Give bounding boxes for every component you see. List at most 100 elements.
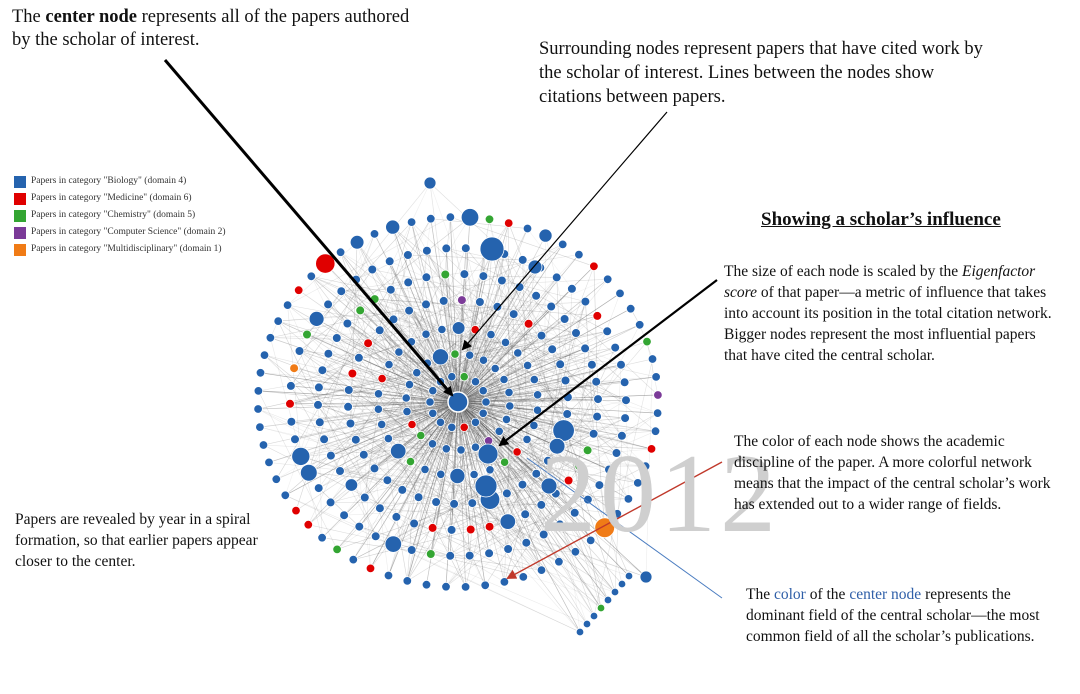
paper-node (383, 433, 393, 444)
paper-node (575, 627, 585, 637)
paper-node (306, 271, 317, 282)
citation-edge (306, 334, 505, 380)
citation-edge (488, 440, 652, 450)
paper-node (536, 500, 547, 510)
paper-node (574, 461, 584, 471)
citation-edge (445, 460, 549, 587)
paper-node (416, 430, 426, 441)
paper-node (271, 474, 282, 484)
paper-node (355, 305, 366, 316)
citation-edge (359, 379, 505, 527)
swatch-biology (14, 175, 26, 188)
citation-edge (355, 439, 602, 609)
citation-edge (483, 275, 557, 278)
citation-edge (340, 251, 588, 451)
citation-edge (372, 269, 552, 307)
surrounding-nodes-annotation: Surrounding nodes represent papers that … (539, 39, 983, 107)
paper-node (402, 576, 413, 586)
paper-node (555, 519, 565, 530)
citation-edge (322, 233, 375, 371)
paper-node (421, 580, 432, 590)
citation-edge (352, 401, 459, 560)
paper-node (421, 299, 431, 310)
citation-edge (339, 470, 491, 500)
paper-node (303, 520, 314, 530)
citation-edge (406, 401, 487, 582)
paper-node (536, 330, 547, 341)
citation-edge (379, 473, 537, 509)
paper-node (547, 344, 557, 355)
paper-node (522, 223, 533, 234)
paper-node (633, 478, 643, 488)
center-color-annotation: The color of the center node represents … (746, 586, 1040, 645)
legend-item-biology: Papers in category "Biology" (domain 4) (14, 173, 226, 190)
citation-edge (457, 352, 519, 403)
citation-edge (454, 315, 598, 355)
paper-node (427, 439, 438, 449)
citation-edge (308, 267, 541, 473)
citation-edge (440, 318, 565, 382)
citation-edge (426, 250, 476, 330)
legend-label: Papers in category "Computer Science" (d… (31, 227, 226, 237)
paper-node (421, 329, 431, 339)
citation-edge (451, 376, 602, 609)
citation-edge (430, 379, 505, 555)
citation-edge (488, 499, 589, 554)
citation-edge (348, 329, 443, 391)
citation-edge (355, 254, 409, 280)
citation-edge (445, 553, 490, 587)
paper-node (481, 397, 491, 407)
paper-node (484, 214, 495, 225)
citation-edge (457, 401, 598, 417)
citation-edge (469, 465, 646, 556)
paper-node (650, 426, 661, 436)
paper-node (317, 365, 328, 376)
legend-item-chemistry: Papers in category "Chemistry" (domain 5… (14, 207, 226, 224)
paper-node (425, 549, 436, 559)
citation-edge (358, 357, 459, 403)
citation-edge (457, 306, 498, 403)
citation-edge (330, 401, 459, 456)
citation-edge (291, 421, 537, 474)
citation-edge (424, 323, 529, 470)
citation-edge (330, 329, 476, 456)
paper-node (264, 457, 274, 468)
citation-edge (505, 342, 627, 401)
citation-edge (509, 364, 593, 407)
citation-edge (378, 393, 459, 403)
citation-edge (317, 404, 381, 509)
citation-edge (388, 401, 459, 439)
legend-item-multidisciplinary: Papers in category "Multidisciplinary" (… (14, 241, 226, 258)
paper-node (427, 523, 438, 533)
citation-edge (258, 408, 560, 525)
paper-node (438, 296, 449, 306)
paper-node (435, 417, 446, 427)
paper-node (490, 363, 500, 374)
citation-edge (407, 254, 523, 261)
citation-edge (507, 223, 510, 550)
paper-node (569, 507, 580, 518)
citation-edge (616, 364, 622, 453)
citation-edge (287, 305, 394, 545)
citation-edge (352, 373, 459, 403)
citation-edge (340, 252, 400, 353)
citation-edge (483, 360, 557, 494)
citation-edge (504, 314, 515, 582)
paper-node (291, 505, 301, 516)
paper-node (335, 466, 345, 476)
citation-edge (457, 276, 484, 403)
paper-node (646, 444, 657, 454)
paper-node (467, 498, 478, 508)
citation-edge (508, 222, 524, 260)
citation-edge (258, 330, 608, 410)
paper-node (478, 408, 488, 418)
citation-edge (457, 401, 588, 451)
citation-edge (420, 329, 443, 436)
paper-node (594, 480, 605, 490)
citation-edge (457, 394, 538, 403)
citation-edge (318, 487, 360, 527)
paper-node (478, 386, 488, 396)
paper-node (574, 249, 584, 260)
paper-node (331, 333, 342, 343)
paper-node (290, 434, 300, 445)
